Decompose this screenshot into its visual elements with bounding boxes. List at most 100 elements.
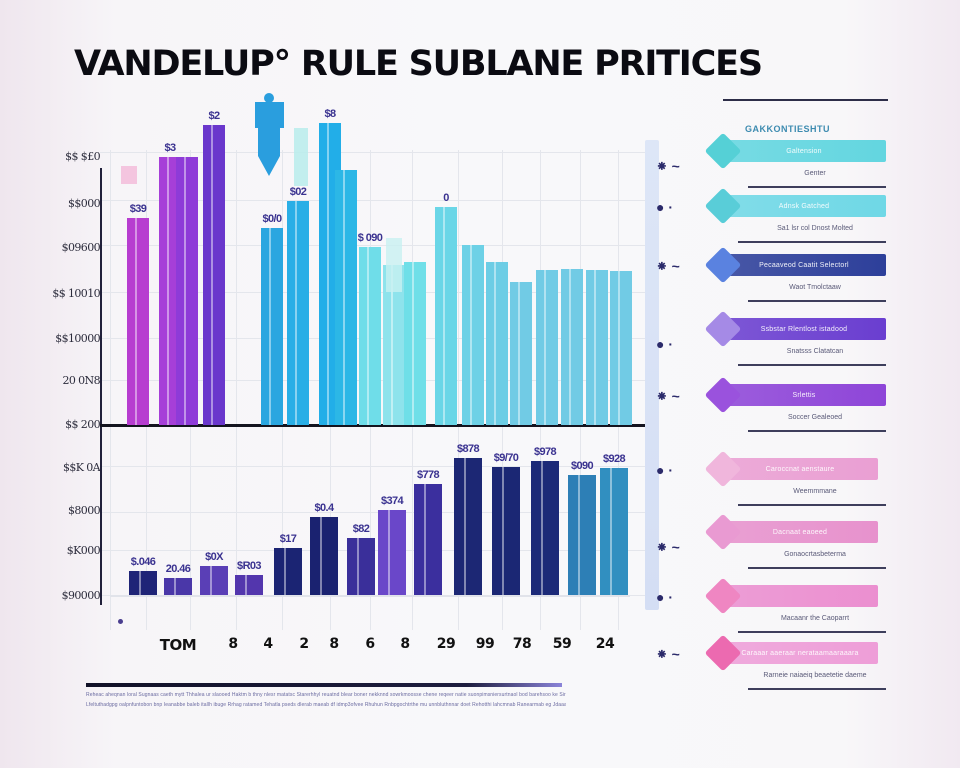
bar-value-label: $928	[602, 453, 626, 465]
legend-subtext: Snatsss Clatatcan	[786, 348, 844, 355]
bar-value-label: $82	[352, 523, 370, 535]
y-tick-label: $K000	[66, 544, 101, 557]
legend-item: Dacnaat eaoeed Gonaocrtasbeterma ⁕ ~	[656, 513, 890, 581]
bar-value-label: $374	[380, 495, 404, 507]
bar	[203, 125, 225, 425]
legend-subtext: Gonaocrtasbeterma	[784, 551, 846, 558]
x-tick-label: 8	[228, 636, 238, 652]
legend-marker-icon: ● ·	[656, 462, 674, 478]
bar-value-label: 0	[443, 192, 449, 204]
bar-highlight	[167, 157, 169, 425]
bar-highlight	[295, 201, 297, 425]
legend-rule	[738, 364, 886, 366]
bar-highlight	[610, 468, 612, 595]
bar-value-label: $0X	[205, 551, 223, 563]
gridline-horizontal	[100, 152, 645, 153]
bar-highlight	[343, 170, 345, 425]
x-tick-label: 29	[436, 636, 456, 652]
bar-highlight	[284, 548, 286, 595]
x-tick-label: 78	[512, 636, 532, 652]
bar-highlight	[618, 271, 620, 425]
gridline-vertical	[110, 150, 111, 630]
pink-square-marker	[121, 166, 137, 184]
gridline-horizontal	[100, 466, 645, 467]
y-tick-label: 20 0N8	[62, 374, 100, 387]
legend-marker-icon: ● ·	[656, 589, 674, 605]
bar	[586, 270, 608, 425]
y-axis-line-upper	[100, 168, 102, 425]
bar-highlight	[541, 461, 543, 595]
legend-banner: Caraaar aaeraar nerataamaaraaara	[722, 642, 878, 664]
bar-value-label: $R03	[237, 560, 262, 572]
legend-diamond-icon	[704, 376, 742, 414]
bar-highlight	[502, 467, 504, 595]
bar	[359, 247, 381, 425]
x-tick-label: 24	[595, 636, 615, 652]
bar-highlight	[443, 207, 445, 425]
x-tick-label: 4	[263, 636, 273, 652]
legend-banner	[722, 585, 878, 607]
legend-marker-icon: ⁕ ~	[656, 258, 680, 274]
bar-highlight	[210, 566, 212, 595]
bar-highlight	[135, 218, 137, 425]
bar-value-label: $978	[533, 446, 557, 458]
bar-highlight	[594, 270, 596, 425]
bar-value-label: $8	[324, 108, 336, 120]
bar-highlight	[424, 484, 426, 595]
pin-marker-icon	[255, 93, 284, 176]
bar	[462, 245, 484, 425]
legend-item: Srlettis Soccer Gealeoed ⁕ ~	[656, 376, 890, 444]
legend-diamond-icon	[704, 310, 742, 348]
bar	[129, 571, 157, 595]
bar	[383, 265, 405, 425]
legend-rule	[748, 186, 886, 188]
bar-highlight	[367, 247, 369, 425]
legend-subtext: Soccer Gealeoed	[787, 414, 843, 421]
legend-banner: Galtension	[722, 140, 886, 162]
legend-banner: Srlettis	[722, 384, 886, 406]
legend-item: Caroccnat aenstaure Weemmmane ● ·	[656, 450, 890, 518]
bar-highlight	[544, 270, 546, 425]
legend-subtext: Sa1 lsr col Dnost Molted	[777, 225, 853, 232]
bar	[435, 207, 457, 425]
legend-item: Macaanr the Caoparrt ● ·	[656, 577, 890, 645]
legend-diamond-icon	[704, 132, 742, 170]
y-tick-label: $$ $£0	[65, 150, 100, 163]
legend-item: Ssbstar Rlentlost istadood Snatsss Clatat…	[656, 310, 890, 378]
bar-highlight	[412, 262, 414, 425]
bar	[176, 157, 198, 425]
legend-marker-icon: ● ·	[656, 336, 674, 352]
y-tick-label: $8000	[68, 504, 101, 517]
legend-marker-icon: ⁕ ~	[656, 646, 680, 662]
footer-text-line-1: Reheac aheqnan loral Sugnaas caeth mytt …	[86, 692, 566, 698]
bar	[274, 548, 302, 595]
bar-value-label: $9/70	[493, 452, 519, 464]
bar-value-label: $39	[129, 203, 147, 215]
bar-highlight	[357, 538, 359, 595]
y-tick-label: $$K 0A	[62, 461, 101, 474]
bar	[536, 270, 558, 425]
origin-dot	[118, 619, 123, 624]
bar-value-label: $ 090	[357, 232, 383, 244]
ghost-bar	[386, 238, 402, 292]
footer-text-line-2: Lfeltuthadgpg oalpnfuntobon bnp Ieanabbe…	[86, 702, 566, 708]
ghost-bar	[294, 128, 308, 186]
bar-value-label: $0.4	[314, 502, 334, 514]
gridline-vertical	[458, 150, 459, 630]
bar-highlight	[470, 245, 472, 425]
bar-highlight	[184, 157, 186, 425]
x-tick-label: 2	[299, 636, 309, 652]
bar-highlight	[388, 510, 390, 595]
bar-value-label: 20.46	[165, 563, 191, 575]
legend-subtext: Weemmmane	[793, 488, 837, 495]
bar	[486, 262, 508, 425]
y-tick-label: $$000	[68, 197, 101, 210]
legend-banner: Caroccnat aenstaure	[722, 458, 878, 480]
legend-rule	[748, 567, 886, 569]
legend-rule	[738, 241, 886, 243]
bar-value-label: $0/0	[262, 213, 282, 225]
bar	[200, 566, 228, 595]
x-tick-label: 59	[552, 636, 572, 652]
gridline-horizontal	[100, 512, 645, 513]
legend-marker-icon: ● ·	[656, 199, 674, 215]
